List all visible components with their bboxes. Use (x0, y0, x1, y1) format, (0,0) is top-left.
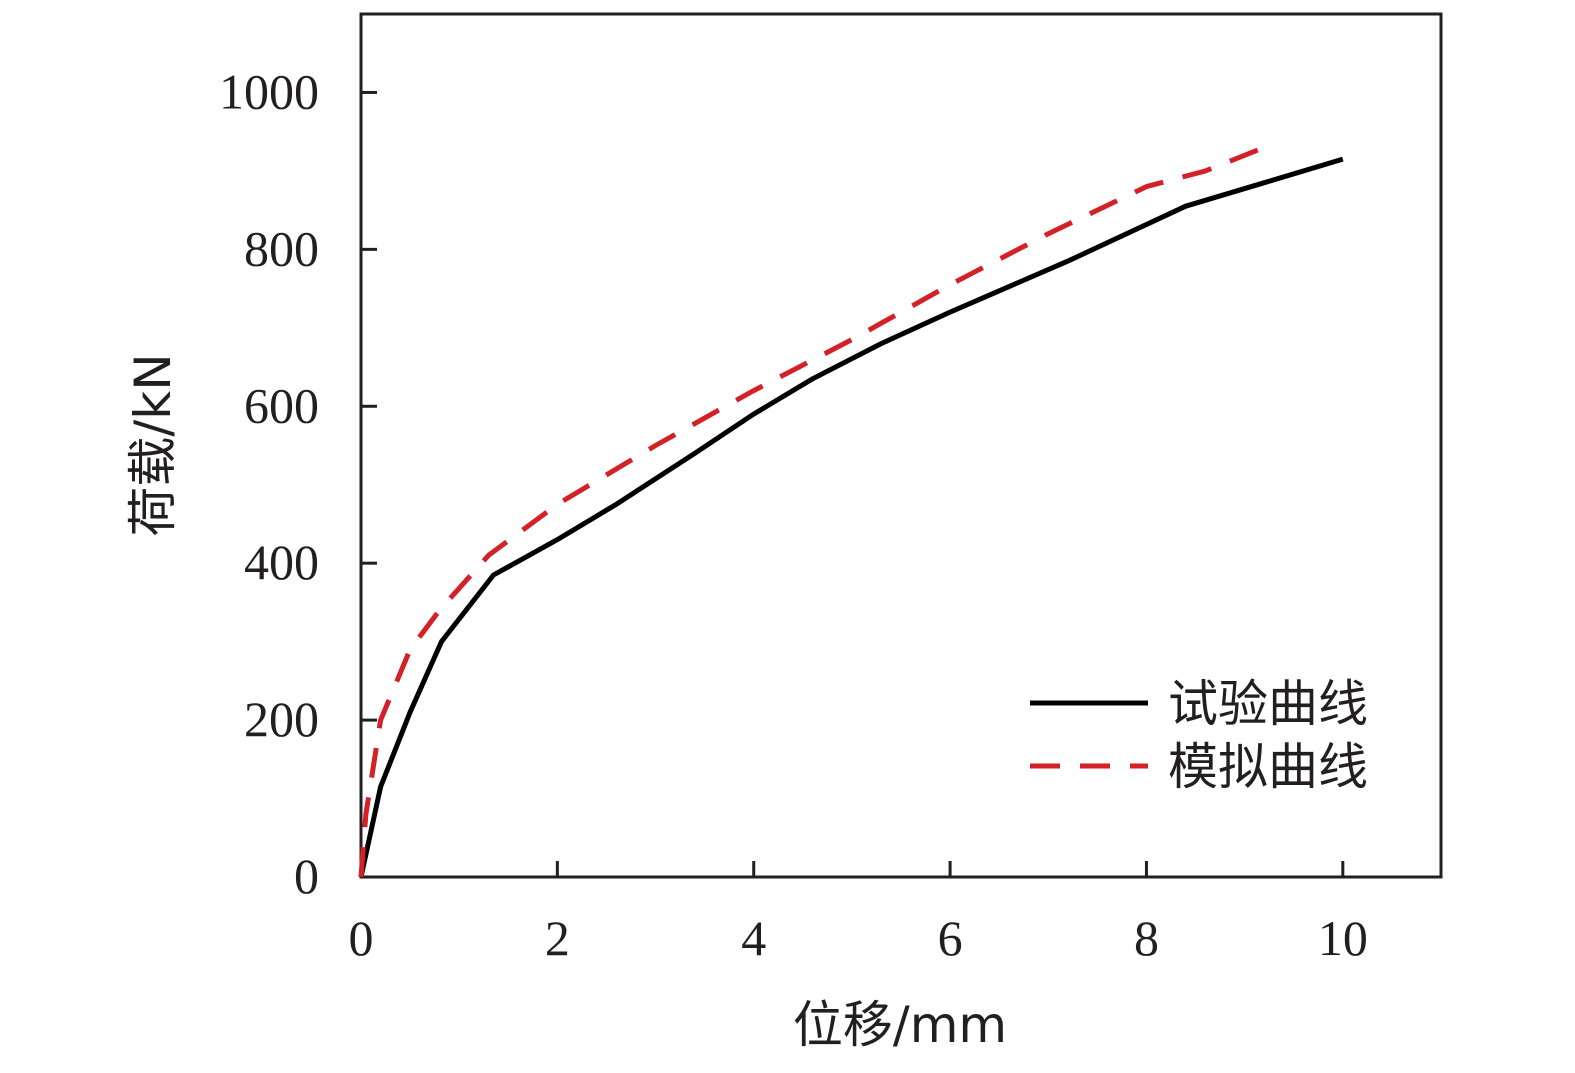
y-tick-label: 600 (244, 377, 319, 433)
legend-label-exp: 试验曲线 (1168, 675, 1368, 733)
x-tick-label: 0 (349, 910, 374, 966)
series-line-1 (358, 145, 1266, 878)
x-tick-label: 10 (1318, 910, 1368, 966)
y-tick-label: 0 (294, 848, 319, 904)
y-axis-label: 荷载/kN (124, 353, 182, 536)
x-tick-label: 2 (545, 910, 570, 966)
y-tick-label: 400 (244, 534, 319, 590)
y-tick-label: 1000 (219, 63, 319, 119)
x-tick-label: 6 (938, 910, 963, 966)
x-tick-label: 8 (1134, 910, 1159, 966)
y-tick-label: 200 (244, 691, 319, 747)
x-tick-label: 4 (741, 910, 766, 966)
series-lines (358, 145, 1344, 878)
series-line-0 (358, 156, 1344, 878)
legend-label-sim: 模拟曲线 (1168, 738, 1368, 796)
plot-frame (359, 12, 1443, 879)
x-axis-label: 位移/mm (793, 996, 1007, 1054)
y-tick-label: 800 (244, 220, 319, 276)
legend: 试验曲线 模拟曲线 (1030, 675, 1368, 796)
axes: 0 2 4 6 8 10 0 200 400 600 800 1000 (219, 12, 1443, 966)
